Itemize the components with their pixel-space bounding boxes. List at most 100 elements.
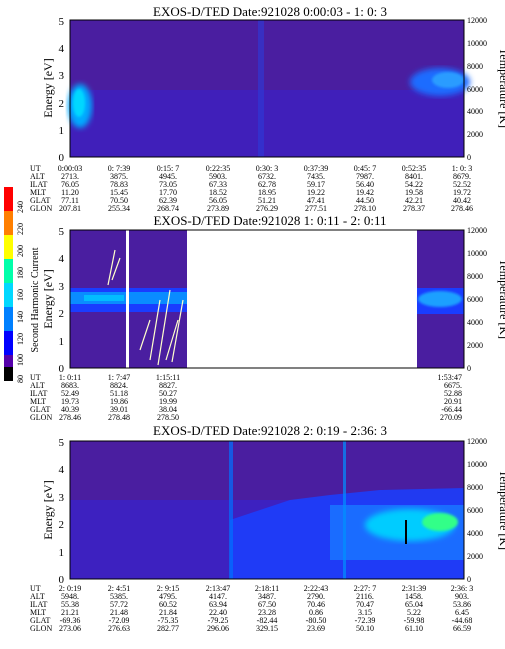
table-cell: 44.50 [356,196,374,205]
table-cell: 273.06 [59,624,81,633]
table-cell: 50.27 [159,389,177,398]
table-cell: 2:27: 7 [354,584,376,593]
table-cell: 4795. [159,592,177,601]
table-cell: 21.21 [61,608,79,617]
table-row-label: UT [30,373,41,382]
table-cell: 0: 7:39 [108,164,130,173]
table-cell: 15.45 [110,188,128,197]
table-cell: 296.06 [207,624,229,633]
table-cell: 76.05 [61,180,79,189]
table-cell: 0:00:03 [58,164,82,173]
panel-3-yticks-right: 0 2000 4000 6000 8000 10000 12000 [467,437,487,584]
table-row-label: MLT [30,608,46,617]
panel-3-orbit-table: UT ALT ILAT MLT GLAT GLON 2: 0:19 5948. … [30,584,473,633]
panel-1-yticks-right: 0 2000 4000 6000 8000 10000 12000 [467,16,487,162]
y-tick-label-right: 0 [467,575,471,584]
table-row-label: GLAT [30,196,51,205]
table-cell: 54.22 [405,180,423,189]
table-cell: 52.49 [61,389,79,398]
panel-1-title: EXOS-D/TED Date:921028 0:00:03 - 1: 0: 3 [153,4,387,19]
table-cell: 60.52 [159,600,177,609]
table-cell: 66.59 [453,624,471,633]
table-cell: 78.83 [110,180,128,189]
panel-3-streak [229,441,233,579]
colorbar-tick: 80 [16,375,25,383]
y-tick-label: 1 [59,547,65,559]
table-cell: 61.10 [405,624,423,633]
table-cell: 5903. [209,172,227,181]
colorbar-tick: 140 [16,311,25,323]
y-tick-label-right: 6000 [467,85,483,94]
colorbar-swatch [4,307,13,331]
table-cell: 278.46 [451,204,473,213]
table-cell: 2: 0:19 [59,584,81,593]
panel-1-yticks: 0 1 2 3 4 5 [59,16,65,164]
panel-3-streak [343,441,346,579]
table-cell: 278.37 [403,204,425,213]
colorbar-swatch [4,331,13,355]
y-tick-label: 3 [59,70,65,82]
table-row-label: ALT [30,381,45,390]
table-cell: 19.58 [405,188,423,197]
table-cell: 2:13:47 [206,584,230,593]
y-tick-label-right: 2000 [467,130,483,139]
table-cell: 2: 4:51 [108,584,130,593]
table-cell: 19.72 [453,188,471,197]
table-cell: 2:31:39 [402,584,426,593]
table-cell: 2:22:43 [304,584,328,593]
table-cell: 278.50 [157,413,179,422]
table-cell: 8401. [405,172,423,181]
panel-3-yticks: 0 1 2 3 4 5 [59,437,65,586]
panel-1-plot [68,19,470,158]
panel-2-ylabel-right: Temperature [K] [497,259,505,339]
table-cell: 8683. [61,381,79,390]
table-cell: 4147. [209,592,227,601]
table-cell: 7435. [307,172,325,181]
colorbar-swatch [4,235,13,259]
table-cell: 2:18:11 [255,584,279,593]
panel-2-frame [69,229,465,369]
table-cell: 52.52 [453,180,471,189]
table-row-label: GLON [30,413,52,422]
table-cell: 67.33 [209,180,227,189]
table-row-label: GLON [30,624,52,633]
table-cell: 47.41 [307,196,325,205]
panel-3-ylabel: Energy [eV] [41,480,55,539]
panel-2: EXOS-D/TED Date:921028 1: 0:11 - 2: 0:11… [30,213,505,422]
panel-2-yticks-right: 0 2000 4000 6000 8000 10000 12000 [467,226,487,373]
table-cell: 19.86 [110,397,128,406]
colorbar-swatch [4,187,13,211]
table-cell: 23.69 [307,624,325,633]
table-cell: 8827. [159,381,177,390]
y-tick-label: 4 [59,253,65,265]
table-cell: 57.72 [110,600,128,609]
table-cell: 0:15: 7 [157,164,179,173]
y-tick-label-right: 12000 [467,226,487,235]
table-cell: 268.74 [157,204,179,213]
table-cell: 3875. [110,172,128,181]
table-cell: 20.91 [444,397,462,406]
table-cell: 273.89 [207,204,229,213]
table-row-label: ALT [30,172,45,181]
y-tick-label-right: 6000 [467,295,483,304]
table-cell: 51.18 [110,389,128,398]
table-cell: 903. [455,592,469,601]
table-cell: 23.28 [258,608,276,617]
colorbar-swatch [4,355,13,367]
table-row-label: ILAT [30,389,47,398]
table-cell: -72.39 [355,616,376,625]
colorbar-swatch [4,259,13,283]
table-cell: -66.44 [441,405,462,414]
table-cell: 51.21 [258,196,276,205]
table-cell: 52.88 [444,389,462,398]
y-tick-label-right: 12000 [467,437,487,446]
panel-2-band-right-core [418,291,462,307]
table-cell: 59.17 [307,180,325,189]
table-row-label: GLAT [30,616,51,625]
table-row-label: ALT [30,592,45,601]
table-cell: 8824. [110,381,128,390]
y-tick-label-right: 2000 [467,552,483,561]
table-cell: 19.42 [356,188,374,197]
panel-1-left-blob-core [73,89,85,117]
colorbar-swatch [4,211,13,235]
